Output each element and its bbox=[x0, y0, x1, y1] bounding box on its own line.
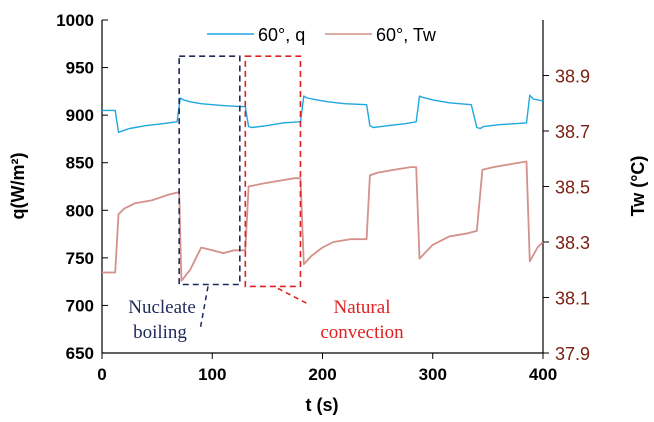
right-tick-label: 38.9 bbox=[555, 67, 590, 87]
natural-label-line1: Natural bbox=[334, 297, 391, 318]
left-tick-label: 950 bbox=[66, 59, 94, 78]
legend-label-tw: 60°, Tw bbox=[376, 25, 437, 45]
left-tick-label: 850 bbox=[66, 154, 94, 173]
left-y-axis-label: q(W/m²) bbox=[8, 153, 28, 220]
natural-convection-region bbox=[244, 55, 302, 288]
left-tick-label: 800 bbox=[66, 201, 94, 220]
right-y-axis-label: Tw (°C) bbox=[628, 156, 648, 217]
right-tick-label: 37.9 bbox=[555, 344, 590, 364]
legend: 60°, q 60°, Tw bbox=[207, 25, 437, 45]
left-tick-label: 900 bbox=[66, 106, 94, 125]
right-axis-ticks: 37.9 38.1 38.3 38.5 38.7 38.9 bbox=[543, 67, 590, 364]
nucleate-label-line1: Nucleate bbox=[128, 297, 196, 318]
x-tick-label: 300 bbox=[419, 365, 447, 384]
left-tick-label: 750 bbox=[66, 249, 94, 268]
x-tick-label: 100 bbox=[198, 365, 226, 384]
nucleate-leader-line bbox=[199, 286, 209, 331]
series-line-tw bbox=[102, 160, 544, 282]
annotation-layer: Nucleate boiling Natural convection bbox=[128, 55, 404, 343]
left-axis-ticks: 650 700 750 800 850 900 950 1000 bbox=[56, 11, 108, 363]
left-tick-label: 1000 bbox=[56, 11, 94, 30]
natural-convection-label: Natural convection bbox=[277, 287, 404, 343]
series-layer bbox=[102, 94, 544, 282]
left-tick-label: 650 bbox=[66, 344, 94, 363]
right-tick-label: 38.5 bbox=[555, 178, 590, 198]
legend-label-q: 60°, q bbox=[258, 25, 305, 45]
x-tick-label: 200 bbox=[308, 365, 336, 384]
nucleate-label-line2: boiling bbox=[133, 322, 187, 343]
right-tick-label: 38.1 bbox=[555, 289, 590, 309]
natural-leader-line bbox=[277, 287, 311, 306]
right-tick-label: 38.7 bbox=[555, 122, 590, 142]
x-tick-label: 400 bbox=[529, 365, 557, 384]
nucleate-boiling-region bbox=[178, 55, 241, 286]
x-axis-ticks: 0 100 200 300 400 bbox=[97, 353, 557, 384]
natural-label-line2: convection bbox=[320, 322, 404, 343]
series-line-q bbox=[102, 94, 544, 134]
right-tick-label: 38.3 bbox=[555, 233, 590, 253]
x-axis-label: t (s) bbox=[306, 395, 339, 415]
x-tick-label: 0 bbox=[97, 365, 106, 384]
nucleate-boiling-label: Nucleate boiling bbox=[128, 286, 209, 343]
left-tick-label: 700 bbox=[66, 296, 94, 315]
